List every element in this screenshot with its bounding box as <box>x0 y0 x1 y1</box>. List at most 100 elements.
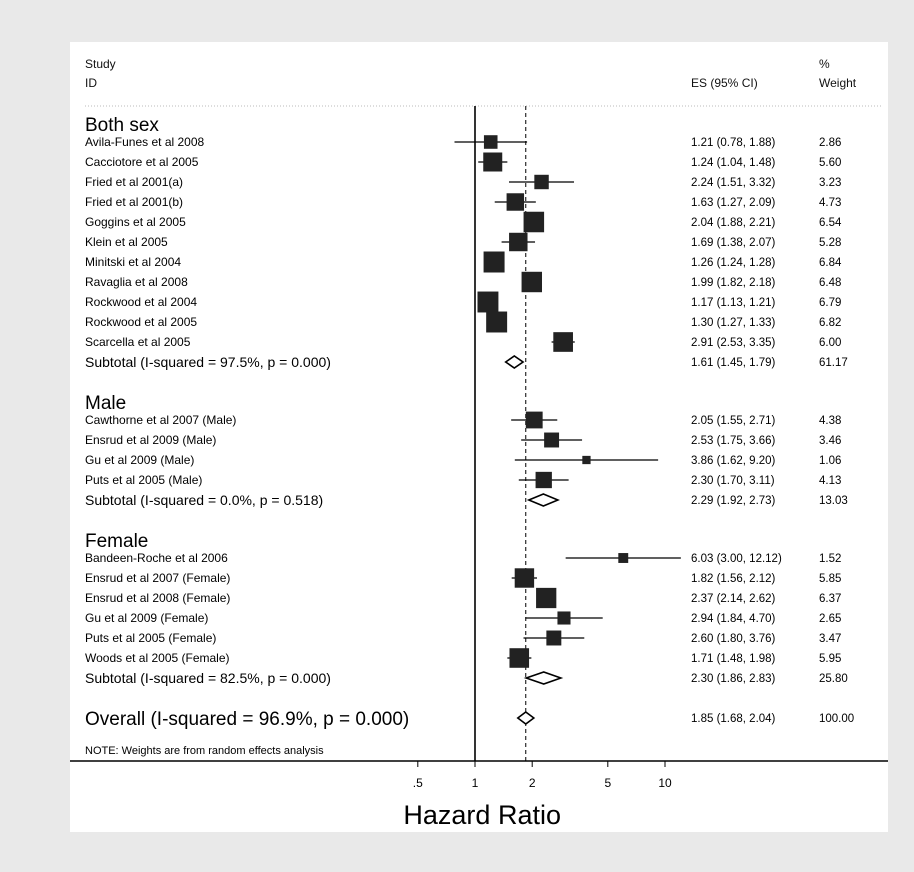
weight-value: 2.86 <box>819 137 841 149</box>
study-label: Puts et al 2005 (Male) <box>85 473 202 487</box>
es-value: 2.53 (1.75, 3.66) <box>691 435 776 447</box>
overall-es-value: 1.85 (1.68, 2.04) <box>691 713 776 725</box>
effect-square <box>544 432 560 448</box>
subtotal-label: Subtotal (I-squared = 0.0%, p = 0.518) <box>85 492 323 508</box>
x-tick-label: 5 <box>604 776 611 790</box>
effect-square <box>553 332 573 352</box>
subtotal-label: Subtotal (I-squared = 97.5%, p = 0.000) <box>85 354 331 370</box>
weight-value: 5.60 <box>819 157 841 169</box>
es-value: 2.37 (2.14, 2.62) <box>691 593 776 605</box>
effect-square <box>483 135 498 149</box>
es-value: 1.82 (1.56, 2.12) <box>691 573 776 585</box>
es-value: 1.71 (1.48, 1.98) <box>691 653 776 665</box>
header-id: ID <box>85 76 97 90</box>
x-tick-label: 1 <box>472 776 479 790</box>
weight-value: 5.28 <box>819 237 841 249</box>
study-label: Rockwood et al 2005 <box>85 315 197 329</box>
subtotal-diamond <box>526 493 560 507</box>
weight-value: 4.38 <box>819 415 841 427</box>
study-label: Fried et al 2001(a) <box>85 175 183 189</box>
x-tick-label: .5 <box>413 776 423 790</box>
study-label: Puts et al 2005 (Female) <box>85 631 216 645</box>
overall-label: Overall (I-squared = 96.9%, p = 0.000) <box>85 709 409 730</box>
header-weight-percent: % <box>819 57 830 71</box>
study-label: Rockwood et al 2004 <box>85 295 197 309</box>
effect-square <box>582 455 591 465</box>
group-title: Male <box>85 393 126 414</box>
study-label: Woods et al 2005 (Female) <box>85 651 230 665</box>
weights-note: NOTE: Weights are from random effects an… <box>85 745 324 757</box>
weight-value: 4.73 <box>819 197 841 209</box>
subtotal-weight-value: 61.17 <box>819 357 848 369</box>
es-value: 2.04 (1.88, 2.21) <box>691 217 776 229</box>
es-value: 2.60 (1.80, 3.76) <box>691 633 776 645</box>
effect-square <box>506 193 525 211</box>
weight-value: 4.13 <box>819 475 841 487</box>
effect-square <box>523 211 545 233</box>
effect-square <box>536 587 557 609</box>
weight-value: 6.48 <box>819 277 841 289</box>
weight-value: 6.82 <box>819 317 841 329</box>
weight-value: 5.95 <box>819 653 841 665</box>
subtotal-es-value: 2.29 (1.92, 2.73) <box>691 495 776 507</box>
weight-value: 5.85 <box>819 573 841 585</box>
header-weight: Weight <box>819 76 857 90</box>
weight-value: 6.84 <box>819 257 842 269</box>
es-value: 1.63 (1.27, 2.09) <box>691 197 776 209</box>
es-value: 1.21 (0.78, 1.88) <box>691 137 776 149</box>
weight-value: 6.37 <box>819 593 841 605</box>
study-label: Ensrud et al 2008 (Female) <box>85 591 230 605</box>
effect-square <box>535 471 552 489</box>
subtotal-weight-value: 25.80 <box>819 673 848 685</box>
es-value: 3.86 (1.62, 9.20) <box>691 455 776 467</box>
study-label: Minitski et al 2004 <box>85 255 181 269</box>
weight-value: 3.47 <box>819 633 841 645</box>
effect-square <box>525 411 543 429</box>
weight-value: 1.52 <box>819 553 841 565</box>
study-label: Ensrud et al 2007 (Female) <box>85 571 230 585</box>
weight-value: 6.00 <box>819 337 841 349</box>
x-axis-title: Hazard Ratio <box>403 800 561 830</box>
effect-square <box>618 553 629 563</box>
weight-value: 1.06 <box>819 455 841 467</box>
forest-plot: Study ID ES (95% CI) % Weight Both sexAv… <box>70 57 888 830</box>
subtotal-diamond <box>523 671 564 685</box>
weight-value: 6.79 <box>819 297 841 309</box>
weight-value: 3.46 <box>819 435 841 447</box>
study-label: Ravaglia et al 2008 <box>85 275 188 289</box>
subtotal-weight-value: 13.03 <box>819 495 848 507</box>
effect-square <box>483 251 505 273</box>
es-value: 2.91 (2.53, 3.35) <box>691 337 776 349</box>
es-value: 2.30 (1.70, 3.11) <box>691 475 775 487</box>
effect-square <box>534 174 549 190</box>
study-label: Goggins et al 2005 <box>85 215 186 229</box>
study-label: Scarcella et al 2005 <box>85 335 191 349</box>
weight-value: 3.23 <box>819 177 841 189</box>
study-label: Gu et al 2009 (Male) <box>85 453 194 467</box>
effect-square <box>477 291 499 313</box>
effect-square <box>557 611 571 625</box>
effect-square <box>546 630 562 646</box>
column-headers: Study ID ES (95% CI) % Weight <box>85 57 857 90</box>
effect-square <box>521 271 543 293</box>
subtotal-es-value: 1.61 (1.45, 1.79) <box>691 357 776 369</box>
group-title: Female <box>85 531 148 552</box>
es-value: 2.24 (1.51, 3.32) <box>691 177 776 189</box>
subtotal-es-value: 2.30 (1.86, 2.83) <box>691 673 776 685</box>
effect-square <box>483 152 503 172</box>
subtotal-label: Subtotal (I-squared = 82.5%, p = 0.000) <box>85 670 331 686</box>
es-value: 2.94 (1.84, 4.70) <box>691 613 776 625</box>
effect-square <box>486 311 508 333</box>
es-value: 1.30 (1.27, 1.33) <box>691 317 776 329</box>
study-label: Bandeen-Roche et al 2006 <box>85 551 228 565</box>
effect-square <box>509 232 528 252</box>
overall-diamond <box>516 711 536 725</box>
es-value: 1.26 (1.24, 1.28) <box>691 257 776 269</box>
header-es: ES (95% CI) <box>691 76 758 90</box>
study-label: Avila-Funes et al 2008 <box>85 135 205 149</box>
x-tick-label: 2 <box>529 776 536 790</box>
header-study: Study <box>85 57 116 71</box>
study-label: Cawthorne et al 2007 (Male) <box>85 413 236 427</box>
es-value: 1.99 (1.82, 2.18) <box>691 277 776 289</box>
study-label: Klein et al 2005 <box>85 235 168 249</box>
